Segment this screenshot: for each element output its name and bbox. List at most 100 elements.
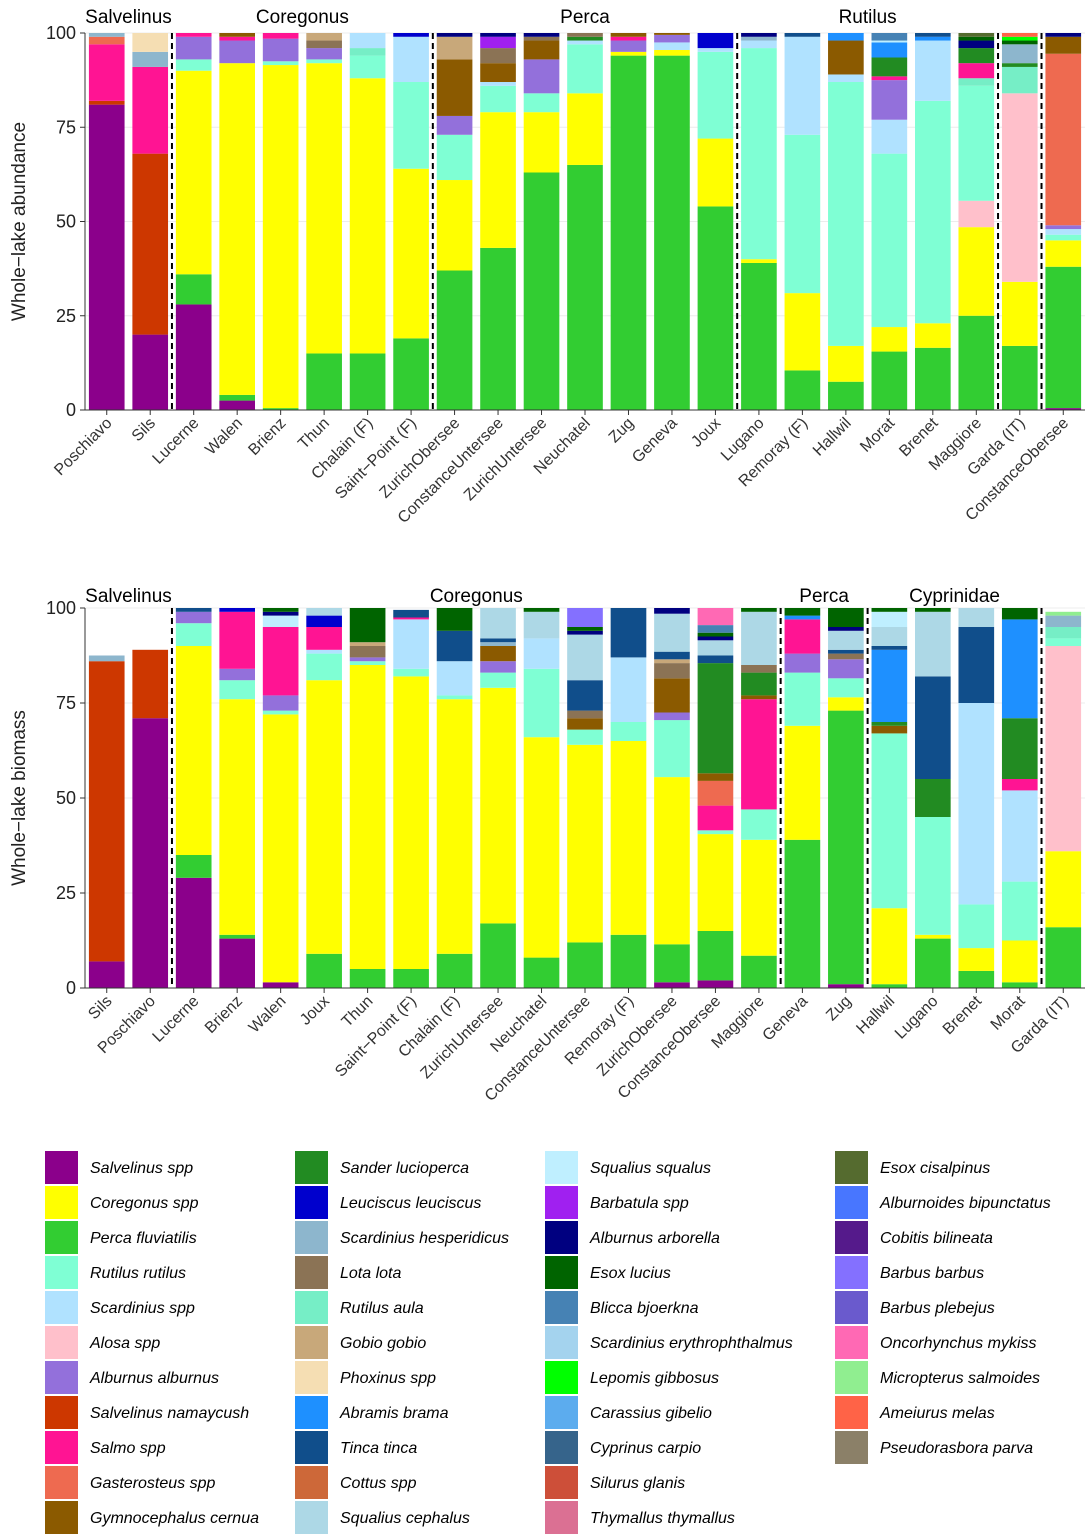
bar-segment bbox=[915, 608, 951, 612]
bar-segment bbox=[175, 33, 212, 37]
legend-swatch bbox=[545, 1431, 578, 1464]
bar-segment bbox=[697, 980, 734, 988]
legend-swatch bbox=[295, 1326, 328, 1359]
bar-segment bbox=[480, 642, 516, 646]
legend-label: Salvelinus spp bbox=[90, 1160, 193, 1177]
bar-segment bbox=[1001, 718, 1038, 779]
bar-segment bbox=[175, 304, 212, 410]
legend-swatch bbox=[295, 1466, 328, 1499]
bar-segment bbox=[219, 400, 255, 410]
x-tick-label: Lucerne bbox=[150, 415, 203, 468]
bar-segment bbox=[393, 676, 429, 969]
bar-segment bbox=[697, 206, 734, 410]
bar-segment bbox=[828, 984, 864, 988]
bar-segment bbox=[741, 608, 777, 612]
legend-swatch bbox=[45, 1326, 78, 1359]
legend-swatch bbox=[295, 1151, 328, 1184]
bar-segment bbox=[523, 957, 560, 988]
bar-segment bbox=[1045, 638, 1082, 646]
bar-segment bbox=[1045, 646, 1082, 852]
bar-segment bbox=[958, 627, 995, 703]
x-tick-label: Poschiavo bbox=[51, 415, 115, 479]
bar-segment bbox=[915, 779, 951, 817]
bar-segment bbox=[654, 659, 690, 664]
y-tick-label: 100 bbox=[46, 598, 76, 618]
bar-segment bbox=[393, 168, 429, 339]
legend-swatch bbox=[295, 1431, 328, 1464]
bar-segment bbox=[828, 345, 864, 382]
bar-segment bbox=[567, 608, 603, 627]
legend-swatch bbox=[45, 1151, 78, 1184]
y-tick-label: 25 bbox=[56, 306, 76, 326]
bar-segment bbox=[784, 839, 821, 988]
legend-swatch bbox=[835, 1431, 868, 1464]
bar-segment bbox=[1001, 66, 1038, 94]
bar-segment bbox=[1001, 36, 1038, 41]
legend-swatch bbox=[295, 1361, 328, 1394]
bar-segment bbox=[697, 138, 734, 207]
bar-segment bbox=[349, 969, 386, 988]
bar-segment bbox=[915, 611, 951, 677]
bar-segment bbox=[349, 353, 386, 410]
bar-segment bbox=[741, 48, 777, 260]
bar-segment bbox=[958, 33, 995, 37]
bar-segment bbox=[262, 695, 299, 711]
bar-segment bbox=[784, 608, 821, 616]
bar-segment bbox=[219, 699, 255, 935]
bar-segment bbox=[1001, 881, 1038, 941]
bar-segment bbox=[567, 627, 603, 631]
legend-swatch bbox=[45, 1396, 78, 1429]
bar-segment bbox=[132, 334, 169, 410]
bar-segment bbox=[871, 608, 908, 612]
bar-segment bbox=[480, 923, 516, 988]
bar-segment bbox=[871, 611, 908, 627]
legend-label: Salmo spp bbox=[90, 1440, 166, 1457]
legend-swatch bbox=[295, 1256, 328, 1289]
x-tick-label: Sils bbox=[129, 415, 159, 445]
bar-segment bbox=[349, 33, 386, 49]
legend-label: Ameiurus melas bbox=[879, 1405, 995, 1422]
bar-segment bbox=[828, 678, 864, 698]
bar-segment bbox=[871, 153, 908, 328]
legend-swatch bbox=[835, 1361, 868, 1394]
bar-segment bbox=[1001, 982, 1038, 988]
bar-segment bbox=[958, 703, 995, 905]
bar-segment bbox=[871, 33, 908, 41]
bar-segment bbox=[393, 338, 429, 410]
bar-segment bbox=[741, 611, 777, 665]
bar-segment bbox=[132, 649, 169, 719]
bar-segment bbox=[871, 908, 908, 985]
legend-label: Salvelinus namaycush bbox=[90, 1405, 249, 1422]
bar-segment bbox=[828, 40, 864, 75]
bar-segment bbox=[262, 710, 299, 715]
y-tick-label: 50 bbox=[56, 212, 76, 232]
bar-segment bbox=[88, 33, 125, 37]
bar-segment bbox=[219, 63, 255, 395]
bar-segment bbox=[828, 630, 864, 650]
bar-segment bbox=[654, 34, 690, 43]
legend-label: Thymallus thymallus bbox=[590, 1510, 735, 1527]
bar-segment bbox=[741, 36, 777, 41]
bar-segment bbox=[306, 649, 342, 654]
bar-segment bbox=[349, 608, 386, 643]
bar-segment bbox=[175, 623, 212, 646]
bar-segment bbox=[480, 687, 516, 924]
bar-segment bbox=[654, 613, 690, 652]
bar-segment bbox=[697, 931, 734, 981]
bar-segment bbox=[958, 63, 995, 79]
bar-segment bbox=[1045, 234, 1082, 241]
legend-label: Cottus spp bbox=[340, 1475, 417, 1492]
bar-segment bbox=[1045, 611, 1082, 616]
legend-label: Alburnus alburnus bbox=[89, 1370, 219, 1387]
legend-swatch bbox=[835, 1326, 868, 1359]
bar-segment bbox=[784, 36, 821, 135]
bar-segment bbox=[1001, 63, 1038, 67]
bar-segment bbox=[306, 33, 342, 41]
bar-segment bbox=[436, 630, 473, 662]
bar-segment bbox=[1045, 627, 1082, 639]
bar-segment bbox=[828, 381, 864, 410]
bar-segment bbox=[1001, 33, 1038, 37]
legend-label: Scardinius hesperidicus bbox=[340, 1230, 509, 1247]
bar-segment bbox=[523, 668, 560, 738]
